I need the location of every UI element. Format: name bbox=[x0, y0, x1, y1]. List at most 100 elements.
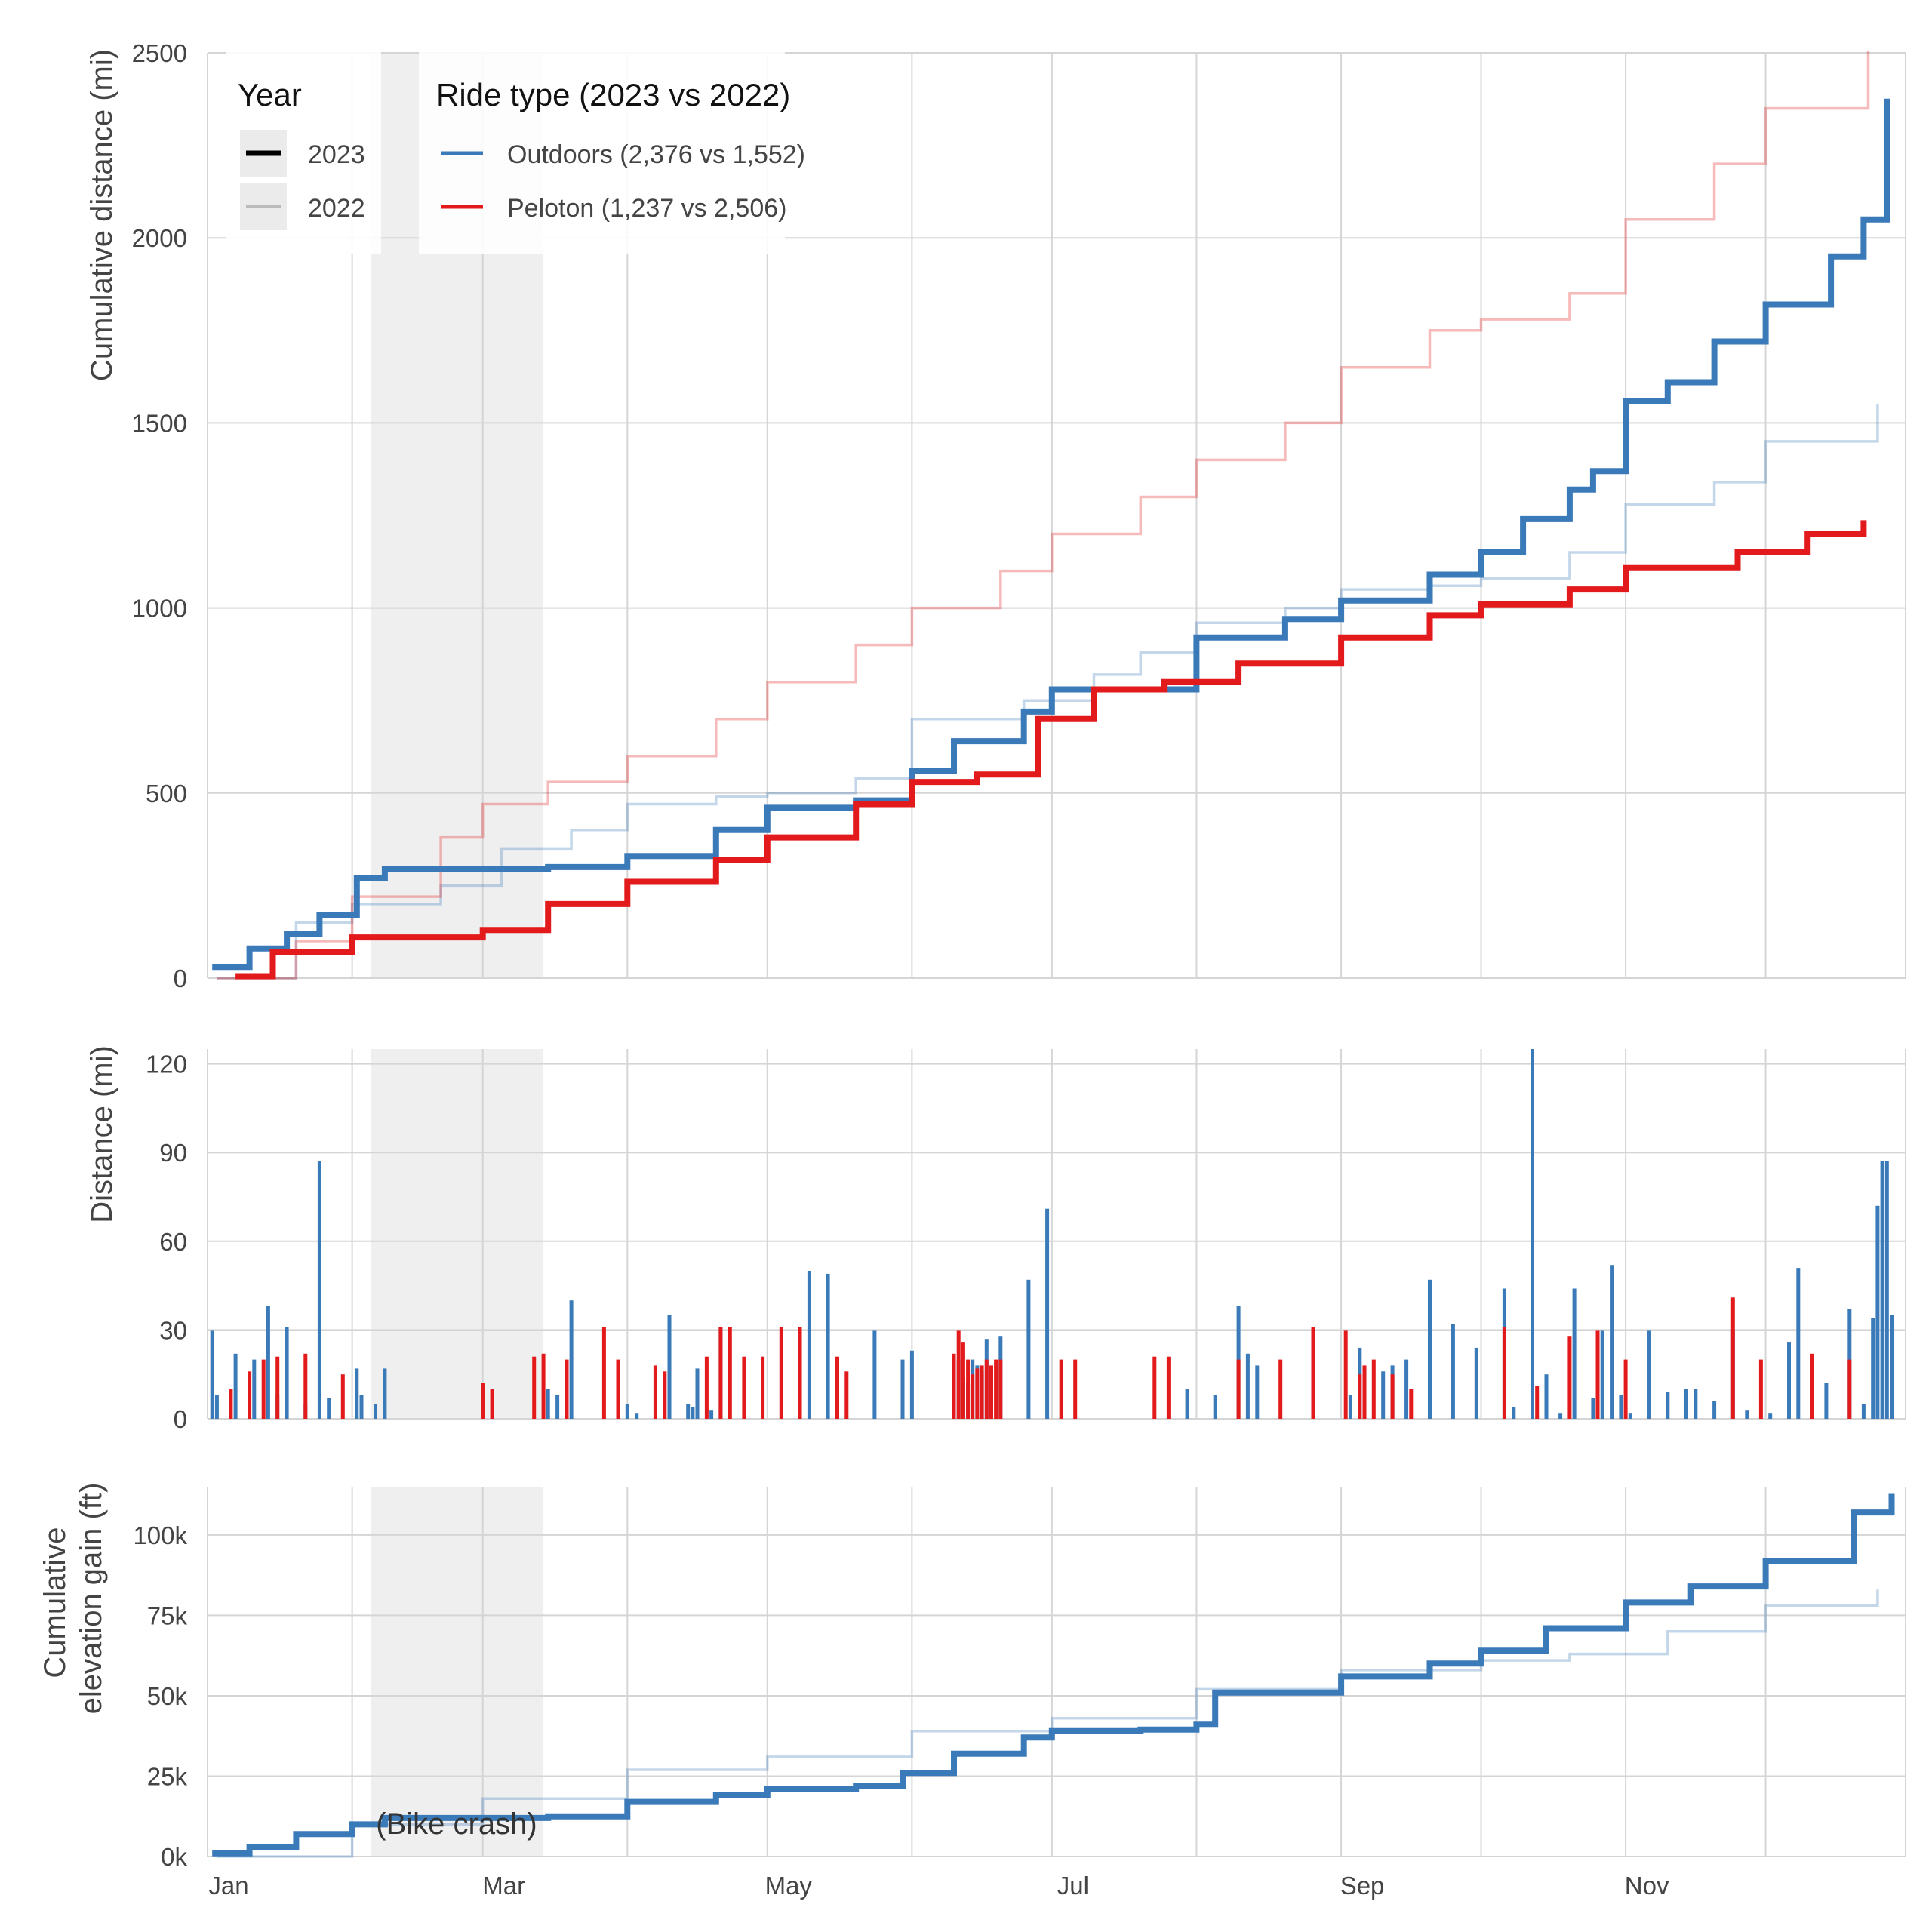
cumulative-elevation-series bbox=[212, 1493, 1895, 1858]
outdoors-ride-bar bbox=[355, 1368, 359, 1419]
cumulative-elevation-gridlines bbox=[207, 1487, 1906, 1857]
outdoors-ride-bar bbox=[1591, 1398, 1595, 1419]
y-tick-label: 90 bbox=[159, 1139, 187, 1167]
cumulative-elevation-panel: 0k 25k 50k 75k 100k Cumulative elevation gai… bbox=[38, 1483, 1906, 1871]
peloton-ride-bar bbox=[1166, 1356, 1171, 1419]
outdoors-ride-bar bbox=[1875, 1205, 1880, 1419]
peloton-ride-bar bbox=[1152, 1356, 1157, 1419]
peloton-ride-bar bbox=[718, 1327, 723, 1419]
peloton-ride-bar bbox=[1236, 1359, 1241, 1419]
peloton-ride-bar bbox=[616, 1359, 620, 1419]
peloton-ride-bar bbox=[835, 1356, 839, 1419]
bike-crash-shaded-region bbox=[371, 1049, 544, 1419]
outdoors-ride-bar bbox=[691, 1407, 695, 1419]
outdoors-ride-bar bbox=[695, 1368, 700, 1419]
legend-type-title: Ride type (2023 vs 2022) bbox=[436, 77, 790, 112]
outdoors-ride-bar bbox=[1890, 1315, 1894, 1419]
outdoors-ride-bar bbox=[1026, 1279, 1031, 1419]
peloton-ride-bar bbox=[779, 1327, 783, 1419]
outdoors-ride-bar bbox=[1824, 1383, 1829, 1419]
outdoors-ride-bar bbox=[1619, 1395, 1623, 1419]
outdoors-2023-line bbox=[212, 98, 1890, 971]
bike-crash-shaded-region bbox=[371, 1487, 544, 1857]
outdoors-ride-bar bbox=[1381, 1371, 1386, 1419]
outdoors-ride-bar bbox=[210, 1330, 214, 1419]
legend-year-2023-label: 2023 bbox=[308, 140, 365, 169]
outdoors-ride-bar bbox=[1745, 1410, 1749, 1419]
y-tick-label: 500 bbox=[146, 780, 187, 808]
peloton-ride-bar bbox=[984, 1359, 989, 1419]
outdoors-ride-bar bbox=[233, 1353, 238, 1419]
outdoors-ride-bar bbox=[1474, 1347, 1478, 1419]
outdoors-ride-bar bbox=[667, 1315, 672, 1419]
peloton-ride-bar bbox=[728, 1327, 732, 1419]
peloton-2023-line bbox=[235, 520, 1867, 980]
outdoors-ride-bar bbox=[1768, 1413, 1773, 1419]
y-tick-label: 25k bbox=[147, 1762, 188, 1790]
y-tick-label: 1500 bbox=[132, 409, 187, 437]
outdoors-ride-bar bbox=[872, 1330, 877, 1419]
legend-year-2022-label: 2022 bbox=[308, 194, 365, 223]
y-tick-label: 0k bbox=[161, 1843, 187, 1871]
outdoors-ride-bar bbox=[1712, 1401, 1717, 1419]
peloton-ride-bar bbox=[844, 1371, 849, 1419]
cumulative-distance-y-ticks: 0 500 1000 1500 2000 2500 bbox=[132, 39, 187, 992]
peloton-ride-bar bbox=[275, 1356, 280, 1419]
outdoors-ride-bar bbox=[1531, 1049, 1534, 1419]
cumulative-elevation-y-axis-label: Cumulative elevation gain (ft) bbox=[38, 1483, 108, 1715]
peloton-ride-bar bbox=[980, 1365, 984, 1419]
outdoors-ride-bar bbox=[546, 1389, 550, 1419]
legend-outdoors-label: Outdoors (2,376 vs 1,552) bbox=[507, 140, 805, 169]
x-tick-label: Jan bbox=[208, 1872, 248, 1900]
outdoors-ride-bar bbox=[1512, 1407, 1516, 1419]
outdoors-ride-bar bbox=[1871, 1318, 1875, 1419]
legend-peloton-label: Peloton (1,237 vs 2,506) bbox=[507, 194, 786, 223]
outdoors-ride-bar bbox=[909, 1350, 914, 1419]
outdoors-ride-bar bbox=[1558, 1413, 1563, 1419]
peloton-ride-bar bbox=[261, 1359, 266, 1419]
outdoors-ride-bar bbox=[252, 1359, 257, 1419]
peloton-ride-bar bbox=[1847, 1359, 1852, 1419]
outdoors-ride-bar bbox=[1796, 1268, 1801, 1419]
peloton-ride-bar bbox=[481, 1383, 485, 1419]
daily-distance-gridlines bbox=[207, 1049, 1906, 1420]
peloton-ride-bar bbox=[961, 1342, 965, 1419]
peloton-ride-bar bbox=[1278, 1359, 1283, 1419]
outdoors-ride-bar bbox=[1861, 1404, 1866, 1419]
outdoors-2023-line bbox=[212, 1493, 1895, 1857]
y-tick-label: 2500 bbox=[132, 39, 187, 67]
peloton-ride-bar bbox=[971, 1374, 975, 1419]
peloton-ride-bar bbox=[229, 1389, 233, 1419]
daily-distance-y-axis-label: Distance (mi) bbox=[85, 1045, 118, 1223]
legend-year-title: Year bbox=[238, 77, 302, 112]
outdoors-ride-bar bbox=[1572, 1288, 1577, 1419]
peloton-ride-bar bbox=[1502, 1327, 1506, 1419]
x-tick-label: May bbox=[765, 1872, 813, 1900]
y-tick-label: 120 bbox=[146, 1051, 187, 1078]
outdoors-ride-bar bbox=[1884, 1161, 1889, 1419]
peloton-ride-bar bbox=[1358, 1374, 1362, 1419]
legend: Year 2023 2022 Ride type (2023 vs 2022) … bbox=[226, 50, 805, 254]
peloton-ride-bar bbox=[989, 1365, 993, 1419]
outdoors-ride-bar bbox=[1666, 1392, 1670, 1419]
peloton-ride-bar bbox=[1362, 1365, 1367, 1419]
outdoors-ride-bar bbox=[709, 1410, 714, 1419]
peloton-ride-bar bbox=[704, 1356, 709, 1419]
outdoors-ride-bar bbox=[555, 1395, 560, 1419]
y-tick-label: 50k bbox=[147, 1682, 188, 1710]
y-tick-label: 30 bbox=[159, 1316, 187, 1344]
peloton-ride-bar bbox=[952, 1353, 956, 1419]
peloton-ride-bar bbox=[1390, 1374, 1395, 1419]
outdoors-ride-bar bbox=[1451, 1324, 1455, 1419]
outdoors-ride-bar bbox=[1213, 1395, 1217, 1419]
peloton-ride-bar bbox=[541, 1353, 546, 1419]
peloton-ride-bar bbox=[1810, 1353, 1814, 1419]
outdoors-ride-bar bbox=[1404, 1359, 1409, 1419]
peloton-2022-line bbox=[217, 51, 1870, 980]
outdoors-ride-bar bbox=[686, 1404, 691, 1419]
peloton-ride-bar bbox=[248, 1371, 252, 1419]
peloton-ride-bar bbox=[742, 1356, 746, 1419]
peloton-ride-bar bbox=[1073, 1359, 1078, 1419]
peloton-ride-bar bbox=[1730, 1297, 1735, 1419]
